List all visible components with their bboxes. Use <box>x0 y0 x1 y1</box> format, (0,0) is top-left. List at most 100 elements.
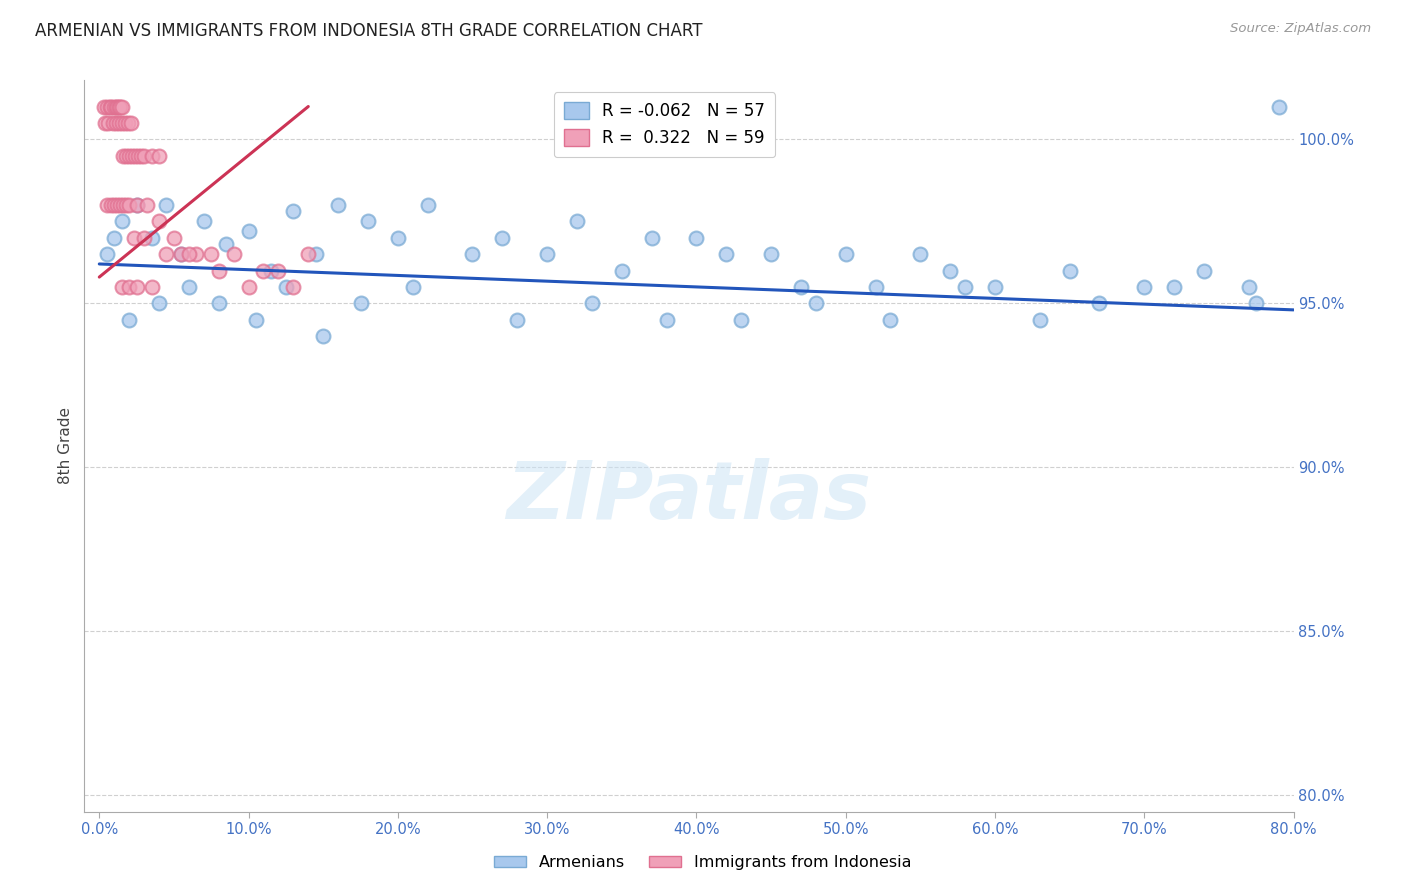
Point <box>655 312 678 326</box>
Point <box>111 99 134 113</box>
Point <box>1029 312 1052 326</box>
Point <box>104 99 127 113</box>
Point <box>141 280 163 294</box>
Point <box>121 149 143 163</box>
Point <box>1133 280 1156 294</box>
Text: ARMENIAN VS IMMIGRANTS FROM INDONESIA 8TH GRADE CORRELATION CHART: ARMENIAN VS IMMIGRANTS FROM INDONESIA 8T… <box>35 22 703 40</box>
Point <box>132 231 155 245</box>
Point <box>387 231 409 245</box>
Point <box>506 312 529 326</box>
Point <box>127 149 149 163</box>
Point <box>103 99 125 113</box>
Point <box>148 149 170 163</box>
Point <box>103 231 125 245</box>
Point <box>804 296 827 310</box>
Point <box>274 280 297 294</box>
Point <box>193 214 215 228</box>
Point <box>107 116 129 130</box>
Point <box>108 198 131 212</box>
Point <box>114 116 136 130</box>
Text: Source: ZipAtlas.com: Source: ZipAtlas.com <box>1230 22 1371 36</box>
Point <box>245 312 267 326</box>
Point <box>141 149 163 163</box>
Point <box>94 116 117 130</box>
Point <box>1163 280 1185 294</box>
Point <box>101 116 124 130</box>
Point <box>93 99 115 113</box>
Point <box>111 214 134 228</box>
Point <box>104 116 127 130</box>
Point <box>112 198 135 212</box>
Point <box>953 280 976 294</box>
Point <box>148 296 170 310</box>
Point <box>297 247 319 261</box>
Point <box>759 247 782 261</box>
Point <box>111 116 134 130</box>
Point <box>105 198 128 212</box>
Point <box>208 296 231 310</box>
Point <box>581 296 603 310</box>
Point <box>148 214 170 228</box>
Point <box>125 198 148 212</box>
Point <box>96 99 118 113</box>
Point <box>461 247 484 261</box>
Point <box>122 231 145 245</box>
Point <box>716 247 738 261</box>
Point <box>141 231 163 245</box>
Point <box>96 198 118 212</box>
Legend: R = -0.062   N = 57, R =  0.322   N = 59: R = -0.062 N = 57, R = 0.322 N = 59 <box>554 92 775 157</box>
Point <box>155 247 177 261</box>
Point <box>222 247 245 261</box>
Point <box>120 116 142 130</box>
Point <box>238 224 260 238</box>
Point <box>170 247 193 261</box>
Point <box>416 198 439 212</box>
Point <box>98 99 121 113</box>
Point <box>155 198 177 212</box>
Point <box>125 198 148 212</box>
Point <box>132 149 155 163</box>
Point <box>177 280 200 294</box>
Point <box>96 247 118 261</box>
Point <box>118 280 141 294</box>
Point <box>125 280 148 294</box>
Point <box>118 149 141 163</box>
Point <box>200 247 222 261</box>
Point <box>984 280 1007 294</box>
Point <box>267 263 290 277</box>
Point <box>1192 263 1215 277</box>
Point <box>107 99 129 113</box>
Point <box>100 198 122 212</box>
Point <box>177 247 200 261</box>
Point <box>640 231 662 245</box>
Point <box>910 247 932 261</box>
Point <box>118 312 141 326</box>
Point <box>1088 296 1111 310</box>
Point <box>129 149 152 163</box>
Point <box>1267 99 1289 113</box>
Point <box>111 280 134 294</box>
Point <box>97 116 120 130</box>
Point <box>865 280 887 294</box>
Point <box>252 263 274 277</box>
Point <box>565 214 588 228</box>
Point <box>834 247 856 261</box>
Point <box>170 247 193 261</box>
Point <box>260 263 283 277</box>
Point <box>238 280 260 294</box>
Point <box>105 99 128 113</box>
Point <box>685 231 707 245</box>
Legend: Armenians, Immigrants from Indonesia: Armenians, Immigrants from Indonesia <box>488 849 918 877</box>
Y-axis label: 8th Grade: 8th Grade <box>58 408 73 484</box>
Point <box>186 247 208 261</box>
Point <box>790 280 813 294</box>
Point <box>163 231 186 245</box>
Point <box>610 263 633 277</box>
Point <box>208 263 231 277</box>
Point <box>1237 280 1260 294</box>
Point <box>215 237 238 252</box>
Point <box>1059 263 1081 277</box>
Point <box>112 149 135 163</box>
Point <box>730 312 752 326</box>
Point <box>115 149 138 163</box>
